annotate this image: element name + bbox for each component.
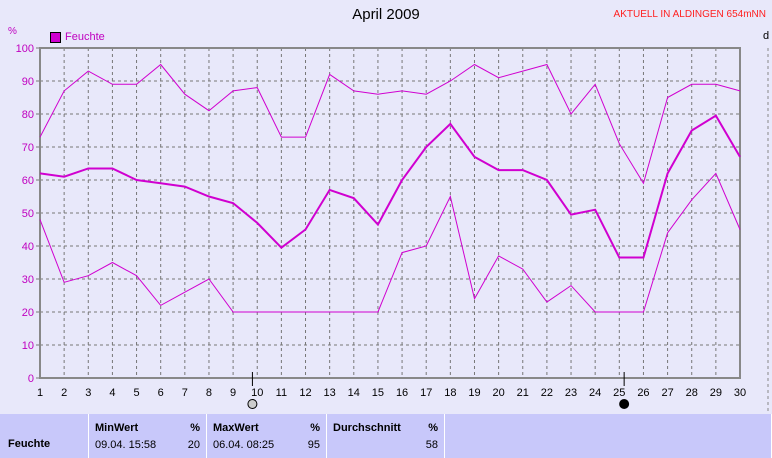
x-tick-label: 10 — [251, 387, 263, 399]
x-tick-label: 6 — [158, 387, 164, 399]
x-tick-label: 23 — [565, 387, 577, 399]
x-tick-label: 14 — [348, 387, 360, 399]
right-axis-label: d — [763, 30, 770, 42]
full-moon-icon — [247, 399, 258, 409]
y-tick-label: 100 — [16, 43, 34, 55]
series-line-1 — [39, 114, 741, 259]
x-tick-label: 2 — [61, 387, 67, 399]
series-line-3 — [39, 172, 741, 313]
x-tick-label: 1 — [37, 387, 43, 399]
x-tick-label: 3 — [85, 387, 91, 399]
avg-value: 58 — [425, 439, 438, 451]
min-header: MinWert — [95, 422, 139, 434]
x-tick-label: 15 — [372, 387, 384, 399]
y-tick-label: 10 — [22, 340, 34, 352]
max-value: 95 — [307, 439, 320, 451]
avg-unit: % — [428, 422, 438, 434]
y-tick-label: 70 — [22, 142, 34, 154]
y-tick-label: 80 — [22, 109, 34, 121]
min-date: 09.04. 15:58 — [95, 439, 157, 451]
x-tick-label: 29 — [710, 387, 722, 399]
series-line-2 — [39, 63, 741, 185]
stats-empty — [445, 414, 772, 458]
legend: Feuchte — [50, 31, 105, 43]
legend-label: Feuchte — [65, 31, 105, 43]
x-tick-label: 4 — [109, 387, 115, 399]
x-tick-label: 7 — [182, 387, 188, 399]
x-tick-label: 28 — [686, 387, 698, 399]
y-tick-label: 30 — [22, 274, 34, 286]
x-tick-label: 30 — [734, 387, 746, 399]
stats-table: Feuchte MinWert % 09.04. 15:58 20 MaxWer… — [0, 414, 772, 458]
y-tick-label: 50 — [22, 208, 34, 220]
y-tick-label: 0 — [28, 373, 34, 385]
plot-frame — [39, 47, 741, 379]
x-tick-label: 27 — [661, 387, 673, 399]
x-tick-label: 11 — [276, 387, 287, 399]
x-tick-label: 26 — [637, 387, 649, 399]
max-date: 06.04. 08:25 — [213, 439, 275, 451]
x-tick-label: 8 — [206, 387, 212, 399]
station-label: AKTUELL IN ALDINGEN 654mNN — [613, 9, 766, 20]
y-tick-label: 90 — [22, 76, 34, 88]
y-tick-label: 20 — [22, 307, 34, 319]
x-tick-label: 17 — [420, 387, 432, 399]
min-value: 20 — [187, 439, 200, 451]
x-tick-label: 19 — [468, 387, 480, 399]
y-tick-label: 60 — [22, 175, 34, 187]
x-tick-label: 13 — [324, 387, 336, 399]
y-tick-label: 40 — [22, 241, 34, 253]
max-header: MaxWert — [213, 422, 259, 434]
x-tick-label: 16 — [396, 387, 408, 399]
stats-row-label: Feuchte — [8, 438, 51, 450]
avg-header: Durchschnitt — [333, 422, 401, 434]
chart-title: April 2009 — [352, 6, 420, 23]
x-tick-label: 22 — [541, 387, 553, 399]
x-tick-label: 5 — [133, 387, 139, 399]
legend-swatch — [50, 31, 61, 43]
x-tick-label: 20 — [492, 387, 504, 399]
x-tick-label: 9 — [230, 387, 236, 399]
y-axis-label: % — [8, 26, 17, 37]
x-tick-label: 18 — [444, 387, 456, 399]
max-unit: % — [310, 422, 320, 434]
x-tick-label: 21 — [517, 387, 529, 399]
x-tick-label: 12 — [299, 387, 311, 399]
x-tick-label: 25 — [613, 387, 625, 399]
new-moon-icon — [619, 399, 630, 409]
min-unit: % — [190, 422, 200, 434]
x-tick-label: 24 — [589, 387, 601, 399]
